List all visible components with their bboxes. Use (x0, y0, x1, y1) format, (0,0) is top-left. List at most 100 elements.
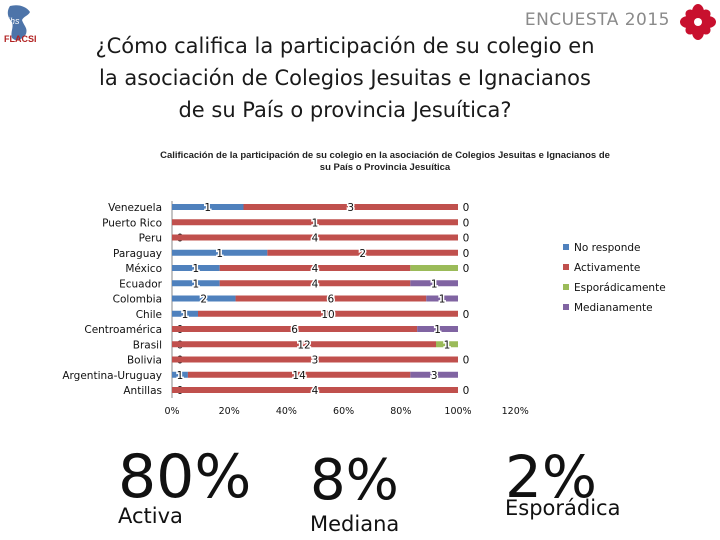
chart-title-line: Calificación de la participación de su c… (160, 150, 610, 161)
bar-segment (172, 249, 268, 256)
chart-title: Calificación de la participación de su c… (110, 150, 660, 174)
bar-segment (172, 265, 220, 271)
summary-esporadica: 2% Esporádica (505, 446, 620, 520)
bar-segment (172, 310, 198, 317)
summary-mediana: 8% Mediana (310, 448, 400, 537)
category-label: Argentina-Uruguay (62, 370, 162, 382)
data-label: 0 (463, 355, 470, 367)
legend-swatch (563, 264, 569, 270)
bar-segment (219, 265, 411, 271)
bar-segment (172, 371, 188, 378)
data-label: 4 (312, 278, 319, 290)
chart-title-line: su País o Provincia Jesuítica (319, 162, 451, 173)
bar-segment (172, 280, 220, 287)
data-label: 0 (463, 217, 470, 229)
bar-segment (219, 280, 411, 287)
summary-esporadica-value: 2% (505, 443, 598, 511)
page-title-line: la asociación de Colegios Jesuitas e Ign… (99, 66, 591, 90)
data-label: 2 (200, 294, 207, 306)
x-tick-label: 0% (164, 406, 179, 417)
category-label: Paraguay (113, 248, 162, 260)
x-tick-label: 20% (219, 406, 240, 417)
summary-activa-label: Activa (118, 504, 183, 528)
summary-activa-value: 80% (118, 442, 252, 512)
bar-segment (172, 234, 458, 241)
x-tick-label: 120% (502, 406, 529, 417)
category-label: Ecuador (119, 278, 163, 290)
logo-text-ihs: ihs (8, 16, 20, 26)
x-tick-label: 100% (444, 406, 471, 417)
data-label: 1 (434, 324, 441, 336)
data-label: 3 (431, 370, 438, 382)
data-label: 1 (177, 370, 184, 382)
bar-segment (426, 295, 458, 302)
data-label: 1 (439, 294, 446, 306)
page-title: ¿Cómo califica la participación de su co… (55, 30, 635, 126)
legend-label: No responde (574, 242, 641, 254)
survey-tag: ENCUESTA 2015 (524, 10, 670, 30)
data-label: 3 (312, 355, 319, 367)
x-tick-label: 40% (276, 406, 297, 417)
data-label: 1 (192, 263, 199, 275)
legend-swatch (563, 284, 569, 290)
legend-swatch (563, 304, 569, 310)
page-title-line: ¿Cómo califica la participación de su co… (95, 34, 595, 58)
bar-segment (172, 204, 244, 210)
data-label: 1 (204, 202, 211, 214)
bar-segment (410, 265, 458, 271)
data-label: 4 (312, 385, 319, 397)
bar-segment (172, 295, 236, 302)
summary-activa: 80% Activa (118, 446, 251, 528)
red-flower-icon (680, 4, 716, 40)
page-title-line: de su País o provincia Jesuítica? (178, 98, 512, 122)
bar-segment (410, 280, 458, 287)
bar-segment (172, 356, 458, 363)
data-label: 1 (192, 278, 199, 290)
data-label: 1 (431, 278, 438, 290)
bar-segment (243, 204, 458, 210)
data-label: 0 (463, 309, 470, 321)
bar-segment (267, 249, 458, 256)
category-label: Puerto Rico (102, 217, 162, 229)
data-label: 4 (312, 263, 319, 275)
legend-label: Medianamente (574, 302, 653, 314)
bar-segment (235, 295, 427, 302)
logo-text-flacsi: FLACSI (4, 34, 37, 44)
data-label: 12 (297, 339, 310, 351)
data-label: 4 (312, 233, 319, 245)
data-label: 0 (463, 248, 470, 260)
data-label: 0 (463, 233, 470, 245)
summary-esporadica-label: Esporádica (505, 496, 621, 520)
bar-segment (172, 387, 458, 393)
data-label: 14 (292, 370, 306, 382)
category-label: Brasil (133, 339, 162, 351)
data-label: 0 (463, 202, 470, 214)
category-label: Peru (139, 233, 162, 245)
bar-segment (187, 371, 411, 378)
ihs-flacsi-logo: ihs FLACSI (2, 2, 46, 46)
data-label: 1 (444, 339, 451, 351)
bar-segment (172, 341, 436, 348)
bar-segment (198, 310, 458, 317)
category-label: Colombia (113, 294, 162, 306)
category-label: Centroamérica (84, 324, 162, 336)
data-label: 1 (182, 309, 189, 321)
bar-segment (172, 326, 418, 332)
legend-label: Activamente (574, 262, 640, 274)
data-label: 6 (291, 324, 298, 336)
data-label: 0 (463, 263, 470, 275)
summary-mediana-label: Mediana (310, 512, 400, 536)
data-label: 1 (216, 248, 223, 260)
category-label: Bolivia (127, 355, 162, 367)
data-label: 3 (347, 202, 354, 214)
data-label: 0 (463, 385, 470, 397)
bar-segment (410, 371, 458, 378)
data-label: 2 (359, 248, 366, 260)
data-label: 1 (312, 217, 319, 229)
category-label: México (125, 263, 162, 275)
bar-segment (436, 341, 458, 348)
summary-mediana-value: 8% (310, 448, 399, 513)
x-tick-label: 80% (390, 406, 411, 417)
bar-segment (417, 326, 458, 332)
